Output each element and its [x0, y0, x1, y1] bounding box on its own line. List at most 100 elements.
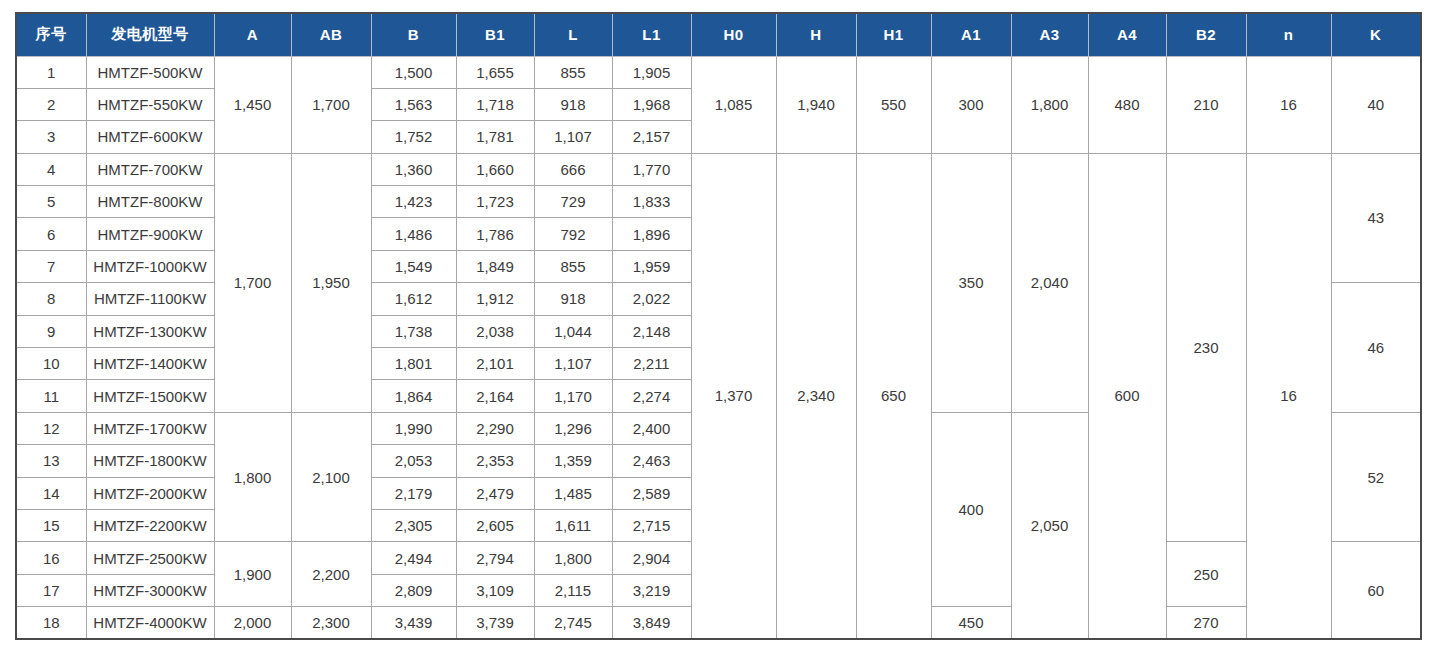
- table-cell: 1,900: [214, 542, 291, 607]
- table-cell: 3,739: [456, 607, 534, 639]
- table-cell: 4: [16, 153, 86, 185]
- table-cell: 1,770: [612, 153, 691, 185]
- table-cell: 300: [931, 56, 1011, 153]
- table-cell: 1,786: [456, 218, 534, 250]
- table-cell: 1,723: [456, 186, 534, 218]
- table-cell: 12: [16, 412, 86, 444]
- table-cell: 2,115: [534, 574, 612, 606]
- table-cell: HMTZF-900KW: [86, 218, 214, 250]
- page: 序号发电机型号AABBB1LL1H0HH1A1A3A4B2nK 1HMTZF-5…: [0, 0, 1437, 657]
- table-cell: 250: [1166, 542, 1246, 607]
- table-cell: 1,563: [371, 88, 456, 120]
- table-cell: HMTZF-550KW: [86, 88, 214, 120]
- table-cell: 1,107: [534, 348, 612, 380]
- table-cell: HMTZF-600KW: [86, 121, 214, 153]
- table-cell: 270: [1166, 607, 1246, 639]
- table-cell: 2,053: [371, 445, 456, 477]
- table-cell: HMTZF-2000KW: [86, 477, 214, 509]
- table-cell: 2: [16, 88, 86, 120]
- column-header: A: [214, 13, 291, 56]
- table-cell: 2,589: [612, 477, 691, 509]
- table-cell: 2,211: [612, 348, 691, 380]
- table-cell: 918: [534, 88, 612, 120]
- table-cell: 1,968: [612, 88, 691, 120]
- table-cell: 2,340: [776, 153, 856, 639]
- table-cell: 400: [931, 412, 1011, 606]
- table-cell: 3: [16, 121, 86, 153]
- table-cell: 1,360: [371, 153, 456, 185]
- table-cell: 2,794: [456, 542, 534, 574]
- table-cell: 1,423: [371, 186, 456, 218]
- column-header: H: [776, 13, 856, 56]
- table-cell: 1,655: [456, 56, 534, 88]
- table-cell: 1,959: [612, 250, 691, 282]
- column-header: H0: [691, 13, 776, 56]
- table-cell: 11: [16, 380, 86, 412]
- table-cell: 18: [16, 607, 86, 639]
- table-cell: HMTZF-3000KW: [86, 574, 214, 606]
- column-header: B: [371, 13, 456, 56]
- table-cell: 2,809: [371, 574, 456, 606]
- table-cell: 52: [1331, 412, 1421, 542]
- table-cell: 3,219: [612, 574, 691, 606]
- table-cell: 230: [1166, 153, 1246, 542]
- table-cell: 792: [534, 218, 612, 250]
- table-cell: 2,494: [371, 542, 456, 574]
- table-cell: 5: [16, 186, 86, 218]
- column-header: 序号: [16, 13, 86, 56]
- table-cell: 46: [1331, 283, 1421, 413]
- table-cell: HMTZF-700KW: [86, 153, 214, 185]
- table-cell: 1,738: [371, 315, 456, 347]
- table-cell: 1,359: [534, 445, 612, 477]
- table-cell: 2,463: [612, 445, 691, 477]
- table-cell: 2,605: [456, 509, 534, 541]
- column-header: A4: [1088, 13, 1166, 56]
- table-cell: 1,800: [1011, 56, 1088, 153]
- table-cell: 1,800: [534, 542, 612, 574]
- table-cell: 6: [16, 218, 86, 250]
- table-cell: 1,833: [612, 186, 691, 218]
- table-cell: 1,752: [371, 121, 456, 153]
- table-cell: HMTZF-1400KW: [86, 348, 214, 380]
- table-cell: 2,164: [456, 380, 534, 412]
- table-cell: 40: [1331, 56, 1421, 153]
- table-cell: HMTZF-1500KW: [86, 380, 214, 412]
- table-cell: 2,179: [371, 477, 456, 509]
- table-cell: 210: [1166, 56, 1246, 153]
- table-cell: 1,781: [456, 121, 534, 153]
- table-cell: 43: [1331, 153, 1421, 283]
- table-cell: 1,085: [691, 56, 776, 153]
- table-cell: 2,274: [612, 380, 691, 412]
- table-cell: 1,950: [291, 153, 371, 412]
- table-cell: 1,660: [456, 153, 534, 185]
- table-cell: 1,896: [612, 218, 691, 250]
- table-cell: 1,849: [456, 250, 534, 282]
- table-cell: 10: [16, 348, 86, 380]
- table-cell: HMTZF-1300KW: [86, 315, 214, 347]
- table-cell: 2,479: [456, 477, 534, 509]
- column-header: L: [534, 13, 612, 56]
- table-cell: 666: [534, 153, 612, 185]
- table-header: 序号发电机型号AABBB1LL1H0HH1A1A3A4B2nK: [16, 13, 1421, 56]
- table-cell: 2,148: [612, 315, 691, 347]
- table-cell: 7: [16, 250, 86, 282]
- column-header: AB: [291, 13, 371, 56]
- table-cell: 2,904: [612, 542, 691, 574]
- table-cell: 1,612: [371, 283, 456, 315]
- column-header: A1: [931, 13, 1011, 56]
- table-cell: 1,940: [776, 56, 856, 153]
- table-row: 4HMTZF-700KW1,7001,9501,3601,6606661,770…: [16, 153, 1421, 185]
- header-row: 序号发电机型号AABBB1LL1H0HH1A1A3A4B2nK: [16, 13, 1421, 56]
- generator-spec-table: 序号发电机型号AABBB1LL1H0HH1A1A3A4B2nK 1HMTZF-5…: [15, 12, 1422, 640]
- column-header: B2: [1166, 13, 1246, 56]
- table-cell: 60: [1331, 542, 1421, 639]
- table-cell: 17: [16, 574, 86, 606]
- table-cell: 1,370: [691, 153, 776, 639]
- table-cell: 16: [1246, 56, 1331, 153]
- table-cell: HMTZF-500KW: [86, 56, 214, 88]
- table-cell: 2,400: [612, 412, 691, 444]
- table-cell: 1,801: [371, 348, 456, 380]
- column-header: n: [1246, 13, 1331, 56]
- table-cell: 1,611: [534, 509, 612, 541]
- table-cell: 2,157: [612, 121, 691, 153]
